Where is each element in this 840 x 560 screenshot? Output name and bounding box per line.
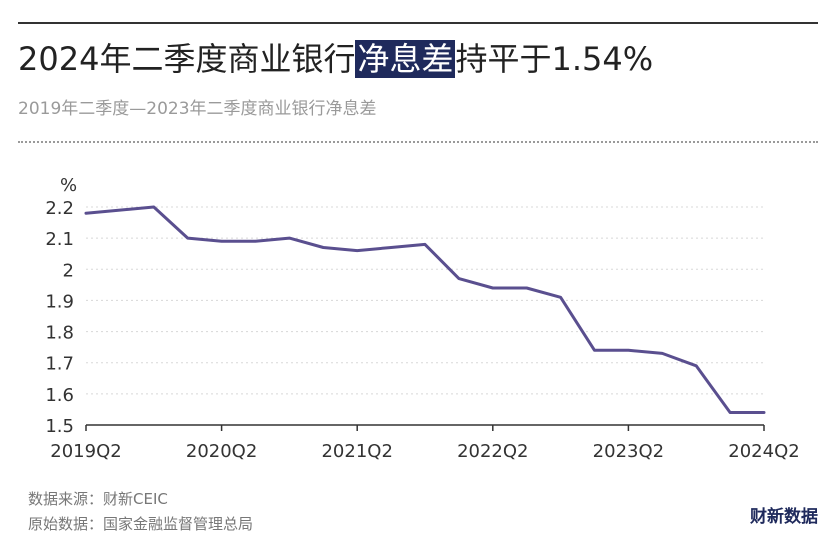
title-prefix: 2024年二季度商业银行 xyxy=(18,40,356,78)
y-tick-label: 1.6 xyxy=(45,385,74,406)
top-rule xyxy=(18,22,818,24)
page-title: 2024年二季度商业银行净息差持平于1.54% xyxy=(18,36,653,82)
y-tick-label: 2 xyxy=(63,260,74,281)
chart-subtitle: 2019年二季度—2023年二季度商业银行净息差 xyxy=(18,99,377,119)
y-tick-label: 2.1 xyxy=(45,229,74,250)
raw-data-source: 原始数据：国家金融监督管理总局 xyxy=(28,515,254,533)
y-tick-label: 1.5 xyxy=(45,416,74,437)
x-tick-label: 2021Q2 xyxy=(321,441,392,462)
brand-logo: 财新数据 xyxy=(750,507,818,527)
data-source: 数据来源：财新CEIC xyxy=(28,490,168,508)
x-tick-label: 2022Q2 xyxy=(457,441,528,462)
x-tick-label: 2019Q2 xyxy=(50,441,121,462)
y-tick-label: 1.9 xyxy=(45,291,74,312)
y-tick-label: 1.8 xyxy=(45,323,74,344)
y-tick-label: 2.2 xyxy=(45,198,74,219)
title-highlight: 净息差 xyxy=(355,40,456,78)
y-axis-unit: % xyxy=(60,175,77,196)
series-line xyxy=(84,205,766,414)
x-tick-label: 2023Q2 xyxy=(593,441,664,462)
y-tick-label: 1.7 xyxy=(45,354,74,375)
dotted-divider xyxy=(18,141,818,143)
title-suffix: 持平于1.54% xyxy=(455,40,654,78)
x-tick-label: 2024Q2 xyxy=(728,441,799,462)
x-tick-label: 2020Q2 xyxy=(186,441,257,462)
